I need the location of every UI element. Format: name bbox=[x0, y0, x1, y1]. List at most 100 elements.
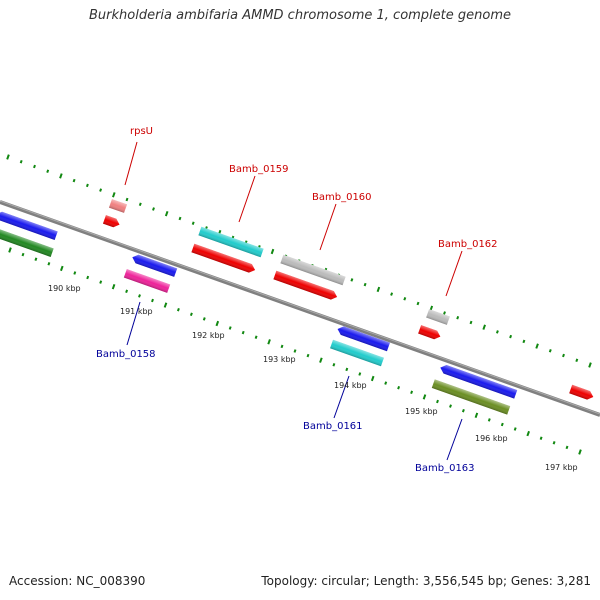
outer-tick bbox=[112, 192, 116, 198]
inner-tick bbox=[99, 280, 103, 284]
scale-label-197: 197 kbp bbox=[545, 463, 578, 472]
outer-tick bbox=[59, 173, 63, 179]
inner-tick bbox=[125, 289, 129, 294]
outer-tick bbox=[125, 197, 129, 202]
outer-tick bbox=[443, 311, 446, 315]
feature-bamb-0159-gene[interactable] bbox=[198, 226, 264, 258]
feature-bamb-0163-gene-shade bbox=[431, 379, 511, 415]
feature-bamb-0162-gene[interactable] bbox=[426, 309, 450, 325]
outer-tick bbox=[376, 286, 381, 293]
inner-tick bbox=[422, 394, 427, 400]
label-leaders bbox=[124, 141, 463, 461]
inner-tick bbox=[60, 265, 64, 272]
backbone bbox=[0, 200, 600, 417]
inner-tick bbox=[293, 349, 297, 353]
outer-tick bbox=[482, 324, 486, 330]
gene-label-bamb-0161[interactable]: Bamb_0161 bbox=[303, 421, 363, 432]
outer-tick bbox=[495, 330, 499, 334]
outer-tick bbox=[138, 202, 142, 207]
feature-left-cds-shade bbox=[0, 211, 58, 240]
outer-tick bbox=[403, 297, 407, 301]
leader-bamb-0160 bbox=[319, 203, 337, 251]
feature-bamb-0158-cds[interactable] bbox=[131, 253, 178, 277]
topology-text: Topology: circular; Length: 3,556,545 bp… bbox=[261, 574, 591, 588]
gene-label-bamb-0160[interactable]: Bamb_0160 bbox=[312, 192, 372, 203]
outer-tick bbox=[509, 334, 513, 339]
inner-tick bbox=[487, 418, 491, 422]
feature-bamb-0163-cds-shade bbox=[440, 365, 518, 399]
inner-tick bbox=[34, 257, 38, 261]
inner-tick bbox=[8, 247, 12, 253]
feature-bamb-0160-cds[interactable] bbox=[273, 270, 338, 302]
outer-tick bbox=[522, 339, 526, 344]
outer-tick bbox=[363, 282, 367, 287]
outer-tick bbox=[588, 362, 592, 368]
feature-bamb-0163-cds[interactable] bbox=[439, 363, 518, 399]
feature-rpsU-gene-shade bbox=[108, 199, 128, 213]
feature-edge-cds[interactable] bbox=[569, 384, 595, 402]
scale-label-195: 195 kbp bbox=[405, 407, 438, 416]
feature-bamb-0161-cds-shade bbox=[337, 326, 390, 352]
feature-bamb-0162-cds[interactable] bbox=[418, 325, 442, 341]
scale-label-190: 190 kbp bbox=[48, 284, 81, 293]
inner-tick bbox=[513, 427, 517, 431]
feature-rpsU-gene[interactable] bbox=[108, 199, 128, 213]
inner-tick bbox=[73, 271, 77, 275]
inner-tick bbox=[202, 317, 206, 321]
outer-tick bbox=[469, 320, 473, 325]
inner-tick bbox=[189, 312, 193, 317]
outer-tick bbox=[164, 211, 169, 217]
inner-tick bbox=[397, 385, 401, 390]
feature-bamb-0163-gene[interactable] bbox=[431, 379, 511, 415]
gene-label-bamb-0159[interactable]: Bamb_0159 bbox=[229, 164, 289, 175]
feature-bamb-0161-gene[interactable] bbox=[330, 339, 384, 367]
feature-left-gene[interactable] bbox=[0, 227, 54, 257]
inner-tick bbox=[332, 363, 336, 367]
leader-bamb-0163 bbox=[446, 418, 463, 461]
gene-label-bamb-0163[interactable]: Bamb_0163 bbox=[415, 463, 475, 474]
inner-tick bbox=[370, 375, 375, 382]
inner-tick bbox=[151, 298, 154, 303]
leader-rpsU bbox=[124, 141, 138, 186]
feature-bamb-0159-cds[interactable] bbox=[191, 243, 256, 275]
inner-tick bbox=[86, 275, 90, 280]
inner-tick bbox=[319, 357, 323, 363]
inner-tick bbox=[436, 399, 439, 404]
outer-tick bbox=[562, 353, 565, 358]
feature-bamb-0161-cds[interactable] bbox=[336, 325, 390, 352]
gene-label-rpsU[interactable]: rpsU bbox=[130, 126, 153, 137]
outer-tick bbox=[548, 349, 552, 353]
feature-bamb-0158-gene[interactable] bbox=[123, 269, 171, 293]
inner-tick bbox=[228, 326, 232, 330]
feature-left-cds[interactable] bbox=[0, 210, 58, 240]
outer-tick bbox=[191, 221, 195, 225]
feature-bamb-0160-gene[interactable] bbox=[280, 254, 346, 286]
inner-tick bbox=[254, 335, 258, 339]
gene-label-bamb-0162[interactable]: Bamb_0162 bbox=[438, 239, 498, 250]
outer-tick bbox=[19, 159, 23, 164]
backbone-highlight bbox=[0, 200, 600, 415]
scale-label-192: 192 kbp bbox=[192, 331, 225, 340]
inner-tick bbox=[539, 436, 543, 440]
scale-label-196: 196 kbp bbox=[475, 434, 508, 443]
feature-bamb-0160-cds-shade bbox=[273, 270, 338, 300]
inner-tick bbox=[552, 441, 556, 445]
gene-label-bamb-0158[interactable]: Bamb_0158 bbox=[96, 349, 156, 360]
outer-tick bbox=[535, 343, 539, 349]
outer-tick bbox=[33, 164, 36, 169]
inner-tick bbox=[526, 430, 530, 437]
outer-tick bbox=[178, 216, 182, 221]
outer-tick bbox=[390, 292, 394, 296]
inner-tick bbox=[449, 404, 452, 408]
inner-tick bbox=[474, 412, 479, 418]
outer-tick bbox=[85, 183, 89, 188]
outer-tick bbox=[72, 178, 76, 183]
inner-tick bbox=[280, 344, 284, 349]
feature-bamb-0162-gene-shade bbox=[426, 309, 450, 325]
feature-left-gene-shade bbox=[0, 227, 54, 257]
feature-rpsU-cds[interactable] bbox=[102, 215, 121, 229]
feature-bamb-0158-gene-shade bbox=[123, 269, 171, 293]
inner-tick bbox=[578, 449, 582, 455]
leader-bamb-0162 bbox=[445, 250, 463, 297]
